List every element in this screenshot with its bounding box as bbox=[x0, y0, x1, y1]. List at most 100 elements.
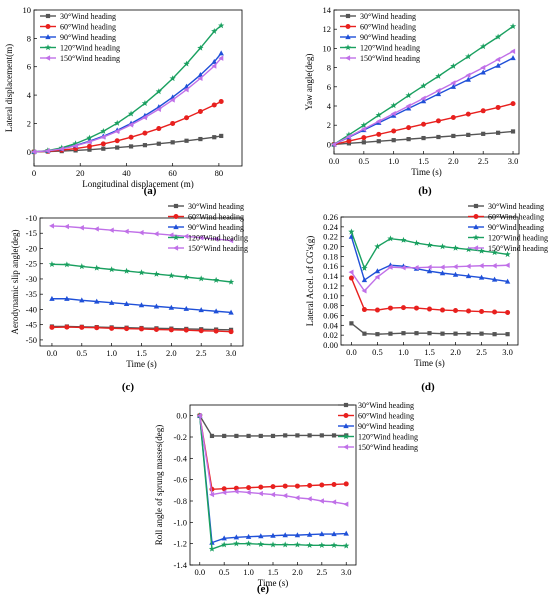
data-point bbox=[183, 305, 189, 311]
data-point bbox=[221, 489, 227, 496]
data-point bbox=[479, 331, 484, 336]
legend-marker bbox=[472, 234, 480, 241]
legend-entry: 120°Wind heading bbox=[488, 234, 548, 243]
data-point bbox=[282, 492, 288, 499]
data-point bbox=[480, 64, 486, 71]
data-point bbox=[391, 128, 397, 134]
legend-marker bbox=[345, 24, 351, 29]
series-4 bbox=[348, 228, 511, 271]
data-point bbox=[401, 331, 406, 336]
y-tick-label: 0.08 bbox=[323, 301, 338, 311]
y-tick-label: 0.16 bbox=[323, 261, 338, 271]
legend-entry: 150°Wind heading bbox=[488, 244, 548, 253]
y-tick-label: -10 bbox=[26, 213, 37, 223]
x-tick-label: 1.0 bbox=[388, 156, 399, 166]
y-tick-label: -30 bbox=[26, 274, 37, 284]
data-point bbox=[198, 136, 203, 142]
data-point bbox=[258, 433, 263, 439]
data-point bbox=[142, 143, 148, 148]
legend-marker bbox=[45, 55, 51, 61]
legend-entry: 150°Wind heading bbox=[188, 244, 248, 253]
data-point bbox=[375, 332, 380, 337]
legend-entry: 150°Wind heading bbox=[360, 54, 420, 63]
legend-marker bbox=[343, 423, 349, 429]
data-point bbox=[387, 305, 393, 311]
data-point bbox=[64, 295, 70, 301]
data-point bbox=[31, 149, 37, 155]
data-point bbox=[360, 121, 367, 128]
x-tick-label: 2.0 bbox=[166, 348, 177, 358]
data-point bbox=[420, 95, 426, 102]
x-tick-label: 1.5 bbox=[268, 567, 279, 577]
data-point bbox=[465, 246, 472, 253]
data-point bbox=[481, 131, 486, 136]
x-tick-label: 3.0 bbox=[341, 567, 352, 577]
data-point bbox=[374, 274, 380, 280]
legend-entry: 60°Wind heading bbox=[188, 213, 244, 222]
legend-entry: 60°Wind heading bbox=[360, 23, 416, 32]
data-point bbox=[86, 134, 93, 141]
data-point bbox=[427, 331, 432, 336]
data-point bbox=[413, 265, 419, 271]
data-point bbox=[156, 126, 162, 132]
panel-label: (d) bbox=[421, 381, 435, 393]
data-point bbox=[213, 328, 219, 334]
panel-label: (b) bbox=[418, 185, 432, 197]
x-tick-label: 0.5 bbox=[76, 348, 87, 358]
data-point bbox=[510, 129, 516, 134]
y-tick-label: 2 bbox=[327, 120, 331, 130]
data-point bbox=[496, 130, 501, 135]
data-point bbox=[343, 501, 349, 507]
data-point bbox=[93, 226, 99, 232]
data-point bbox=[221, 541, 228, 548]
data-point bbox=[282, 483, 288, 489]
chart-panel-a: 0 20 40 60 80 0 2 4 6 8 10 Longitudinal displacemen… bbox=[4, 5, 243, 197]
data-point bbox=[94, 325, 100, 331]
data-point bbox=[198, 328, 204, 334]
y-tick-label: 10 bbox=[23, 5, 32, 15]
data-point bbox=[450, 115, 456, 121]
data-point bbox=[387, 264, 393, 270]
data-point bbox=[491, 263, 497, 269]
data-point bbox=[495, 62, 501, 68]
data-point bbox=[420, 82, 427, 89]
data-point bbox=[233, 488, 239, 495]
data-point bbox=[491, 276, 498, 282]
legend-entry: 30°Wind heading bbox=[358, 401, 414, 410]
data-point bbox=[153, 303, 160, 309]
data-point bbox=[170, 140, 175, 145]
data-point bbox=[509, 23, 517, 29]
legend-entry: 60°Wind heading bbox=[488, 213, 544, 222]
legend-marker bbox=[345, 34, 351, 40]
data-point bbox=[86, 143, 92, 149]
data-point bbox=[87, 147, 92, 152]
data-point bbox=[435, 118, 441, 124]
data-point bbox=[212, 276, 220, 283]
y-tick-label: 0.00 bbox=[323, 340, 338, 350]
y-tick-label: -15 bbox=[26, 228, 37, 238]
legend-entry: 60°Wind heading bbox=[358, 412, 414, 421]
data-point bbox=[94, 298, 100, 304]
x-tick-label: 2.5 bbox=[196, 348, 207, 358]
y-axis-label: Lateral Accel. of CG's(g) bbox=[305, 236, 315, 327]
data-point bbox=[168, 304, 175, 310]
series-line bbox=[199, 415, 347, 505]
legend-entry: 30°Wind heading bbox=[60, 12, 116, 21]
data-point bbox=[257, 540, 264, 547]
data-point bbox=[307, 483, 313, 489]
data-point bbox=[436, 134, 441, 140]
data-point bbox=[331, 433, 337, 438]
x-tick-label: 3.0 bbox=[508, 156, 519, 166]
x-tick-label: 0.0 bbox=[329, 156, 340, 166]
data-point bbox=[246, 433, 251, 439]
data-point bbox=[348, 228, 355, 235]
legend-marker bbox=[45, 34, 51, 40]
series-line bbox=[199, 415, 347, 437]
data-point bbox=[198, 307, 204, 313]
data-point bbox=[390, 102, 397, 109]
data-point bbox=[168, 327, 174, 333]
y-tick-label: 0.06 bbox=[323, 310, 338, 320]
data-point bbox=[212, 135, 217, 140]
legend-entry: 150°Wind heading bbox=[358, 443, 418, 452]
data-point bbox=[400, 305, 406, 311]
